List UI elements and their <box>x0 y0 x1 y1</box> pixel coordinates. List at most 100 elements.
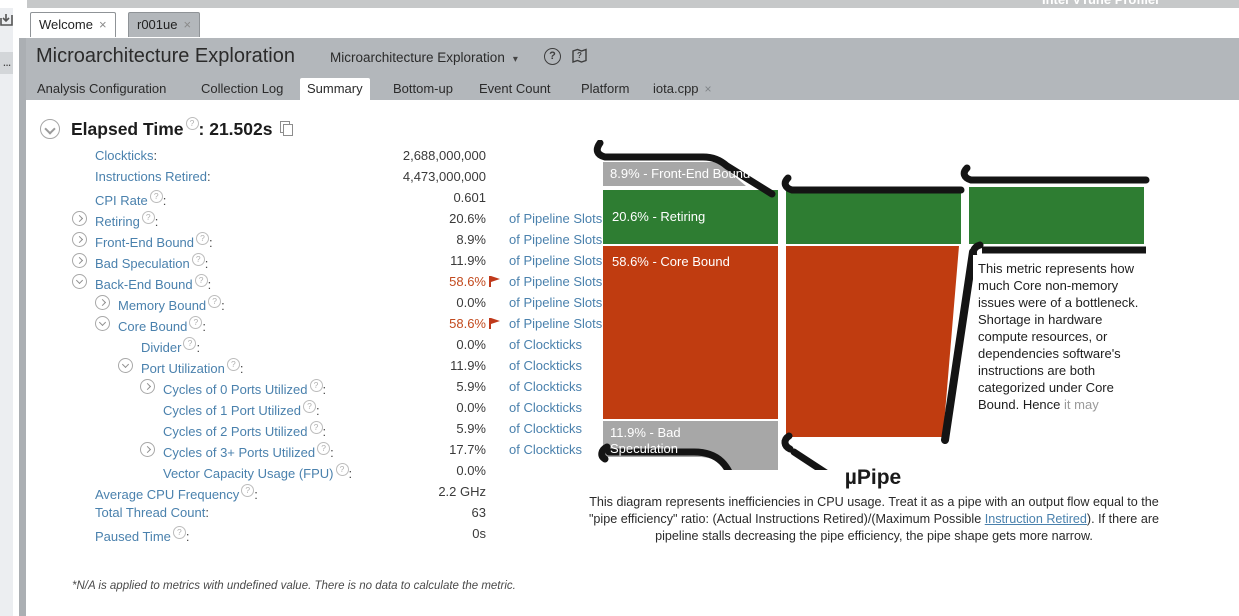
metric-link[interactable]: Total Thread Count <box>95 505 206 520</box>
close-icon[interactable]: × <box>98 17 107 32</box>
expand-icon[interactable] <box>95 295 110 310</box>
help-icon[interactable]: ? <box>194 274 208 287</box>
help-icon[interactable]: ? <box>185 117 199 130</box>
metric-unit-link[interactable]: of Clockticks <box>509 379 582 394</box>
expand-icon[interactable] <box>72 232 87 247</box>
metric-unit-link[interactable]: of Clockticks <box>509 442 582 457</box>
help-icon[interactable]: ? <box>191 253 205 266</box>
metric-value: 8.9% <box>456 232 486 247</box>
metric-link[interactable]: Vector Capacity Usage (FPU) <box>163 466 334 481</box>
collapse-section-icon[interactable] <box>40 119 60 139</box>
tab-r001ue[interactable]: r001ue × <box>128 12 201 37</box>
metric-link[interactable]: Retiring <box>95 214 140 229</box>
tab-platform[interactable]: Platform <box>574 78 636 100</box>
metric-row-memory-bound: Memory Bound? 0.0% of Pipeline Slots <box>26 292 666 313</box>
save-icon[interactable] <box>0 13 13 33</box>
panel-splitter[interactable] <box>19 38 26 616</box>
help-icon[interactable]: ? <box>317 442 331 455</box>
metric-unit-link[interactable]: of Pipeline Slots <box>509 274 603 289</box>
caption-text: ). If there are pipeline stalls decreasi… <box>655 512 1160 543</box>
metric-link[interactable]: CPI Rate <box>95 193 148 208</box>
analysis-type-dropdown[interactable]: Microarchitecture Exploration ▾ <box>330 50 518 65</box>
help-icon[interactable]: ? <box>196 232 210 245</box>
tab-bottom-up[interactable]: Bottom-up <box>386 78 460 100</box>
analysis-type-value: Microarchitecture Exploration <box>330 50 505 65</box>
instruction-retired-link[interactable]: Instruction Retired <box>984 512 1087 526</box>
metric-link[interactable]: Instructions Retired <box>95 169 207 184</box>
tab-label: Summary <box>307 81 363 96</box>
metric-link[interactable]: Bad Speculation <box>95 256 190 271</box>
close-icon[interactable]: × <box>704 82 712 96</box>
help-icon[interactable]: ? <box>189 316 203 329</box>
metric-row-port-utilization: Port Utilization? 11.9% of Clockticks <box>26 355 666 376</box>
core-bound-tooltip: This metric represents how much Core non… <box>978 260 1142 413</box>
help-icon[interactable]: ? <box>309 379 323 392</box>
collapse-icon[interactable] <box>72 274 87 289</box>
help-icon[interactable]: ? <box>183 337 197 350</box>
tab-label: Collection Log <box>201 81 284 96</box>
metric-unit-link[interactable]: of Pipeline Slots <box>509 253 603 268</box>
metric-link[interactable]: Paused Time <box>95 529 171 544</box>
close-icon[interactable]: × <box>183 17 192 32</box>
metric-label: Cycles of 3+ Ports Utilized? <box>163 442 334 460</box>
metric-link[interactable]: Port Utilization <box>141 361 225 376</box>
metric-link[interactable]: Front-End Bound <box>95 235 195 250</box>
metric-link[interactable]: Average CPU Frequency <box>95 487 240 502</box>
metric-unit-link[interactable]: of Pipeline Slots <box>509 211 603 226</box>
expand-icon[interactable] <box>140 379 155 394</box>
metric-link[interactable]: Back-End Bound <box>95 277 193 292</box>
help-icon[interactable]: ? <box>226 358 240 371</box>
help-icon[interactable]: ? <box>172 526 186 539</box>
metric-label: Cycles of 1 Port Utilized? <box>163 400 320 418</box>
toolbar-overflow-icon[interactable]: ... <box>0 52 13 74</box>
expand-icon[interactable] <box>140 442 155 457</box>
tab-event-count[interactable]: Event Count <box>472 78 558 100</box>
help-icon[interactable]: ? <box>141 211 155 224</box>
metric-unit-link[interactable]: of Pipeline Slots <box>509 232 603 247</box>
metric-row-bad-speculation: Bad Speculation? 11.9% of Pipeline Slots <box>26 250 666 271</box>
metric-link[interactable]: Clockticks <box>95 148 154 163</box>
upipe-title: µPipe <box>844 466 902 489</box>
guide-icon[interactable]: ? <box>571 48 588 65</box>
help-icon[interactable]: ? <box>149 190 163 203</box>
help-icon[interactable]: ? <box>544 48 561 65</box>
metric-link[interactable]: Memory Bound <box>118 298 207 313</box>
metric-value: 20.6% <box>449 211 486 226</box>
elapsed-time-value: 21.502s <box>209 119 273 139</box>
metric-link[interactable]: Cycles of 2 Ports Utilized <box>163 424 308 439</box>
metric-unit-link[interactable]: of Clockticks <box>509 400 582 415</box>
expand-icon[interactable] <box>72 211 87 226</box>
help-icon[interactable]: ? <box>208 295 222 308</box>
metric-unit-link[interactable]: of Clockticks <box>509 358 582 373</box>
tab-welcome[interactable]: Welcome × <box>30 12 116 37</box>
metric-unit-link[interactable]: of Pipeline Slots <box>509 295 603 310</box>
help-icon[interactable]: ? <box>241 484 255 497</box>
metric-label: Paused Time? <box>95 526 190 544</box>
tooltip-fade-text: it may <box>1064 397 1099 412</box>
tab-iota-cpp[interactable]: iota.cpp × <box>646 78 719 100</box>
metric-value: 0s <box>472 526 486 541</box>
metric-link[interactable]: Cycles of 1 Port Utilized <box>163 403 301 418</box>
metric-unit-link[interactable]: of Clockticks <box>509 337 582 352</box>
tab-summary[interactable]: Summary <box>300 78 370 100</box>
metric-row-average-cpu-frequency: Average CPU Frequency? 2.2 GHz <box>26 481 666 502</box>
metric-link[interactable]: Cycles of 0 Ports Utilized <box>163 382 308 397</box>
tab-analysis-configuration[interactable]: Analysis Configuration <box>30 78 173 100</box>
metric-link[interactable]: Core Bound <box>118 319 188 334</box>
view-tab-bar: Analysis Configuration Collection Log Su… <box>26 78 1239 100</box>
metric-link[interactable]: Cycles of 3+ Ports Utilized <box>163 445 316 460</box>
metric-row-front-end-bound: Front-End Bound? 8.9% of Pipeline Slots <box>26 229 666 250</box>
tab-collection-log[interactable]: Collection Log <box>194 78 290 100</box>
metric-unit-link[interactable]: of Pipeline Slots <box>509 316 603 331</box>
copy-icon[interactable] <box>280 121 294 136</box>
collapse-icon[interactable] <box>95 316 110 331</box>
tab-label: Bottom-up <box>393 81 453 96</box>
expand-icon[interactable] <box>72 253 87 268</box>
metric-link[interactable]: Divider <box>141 340 182 355</box>
collapse-icon[interactable] <box>118 358 133 373</box>
help-icon[interactable]: ? <box>303 400 316 413</box>
metric-value: 11.9% <box>450 253 486 268</box>
help-icon[interactable]: ? <box>309 421 323 434</box>
metric-unit-link[interactable]: of Clockticks <box>509 421 582 436</box>
caption-text: This diagram represents inefficiencies i… <box>588 495 1159 526</box>
